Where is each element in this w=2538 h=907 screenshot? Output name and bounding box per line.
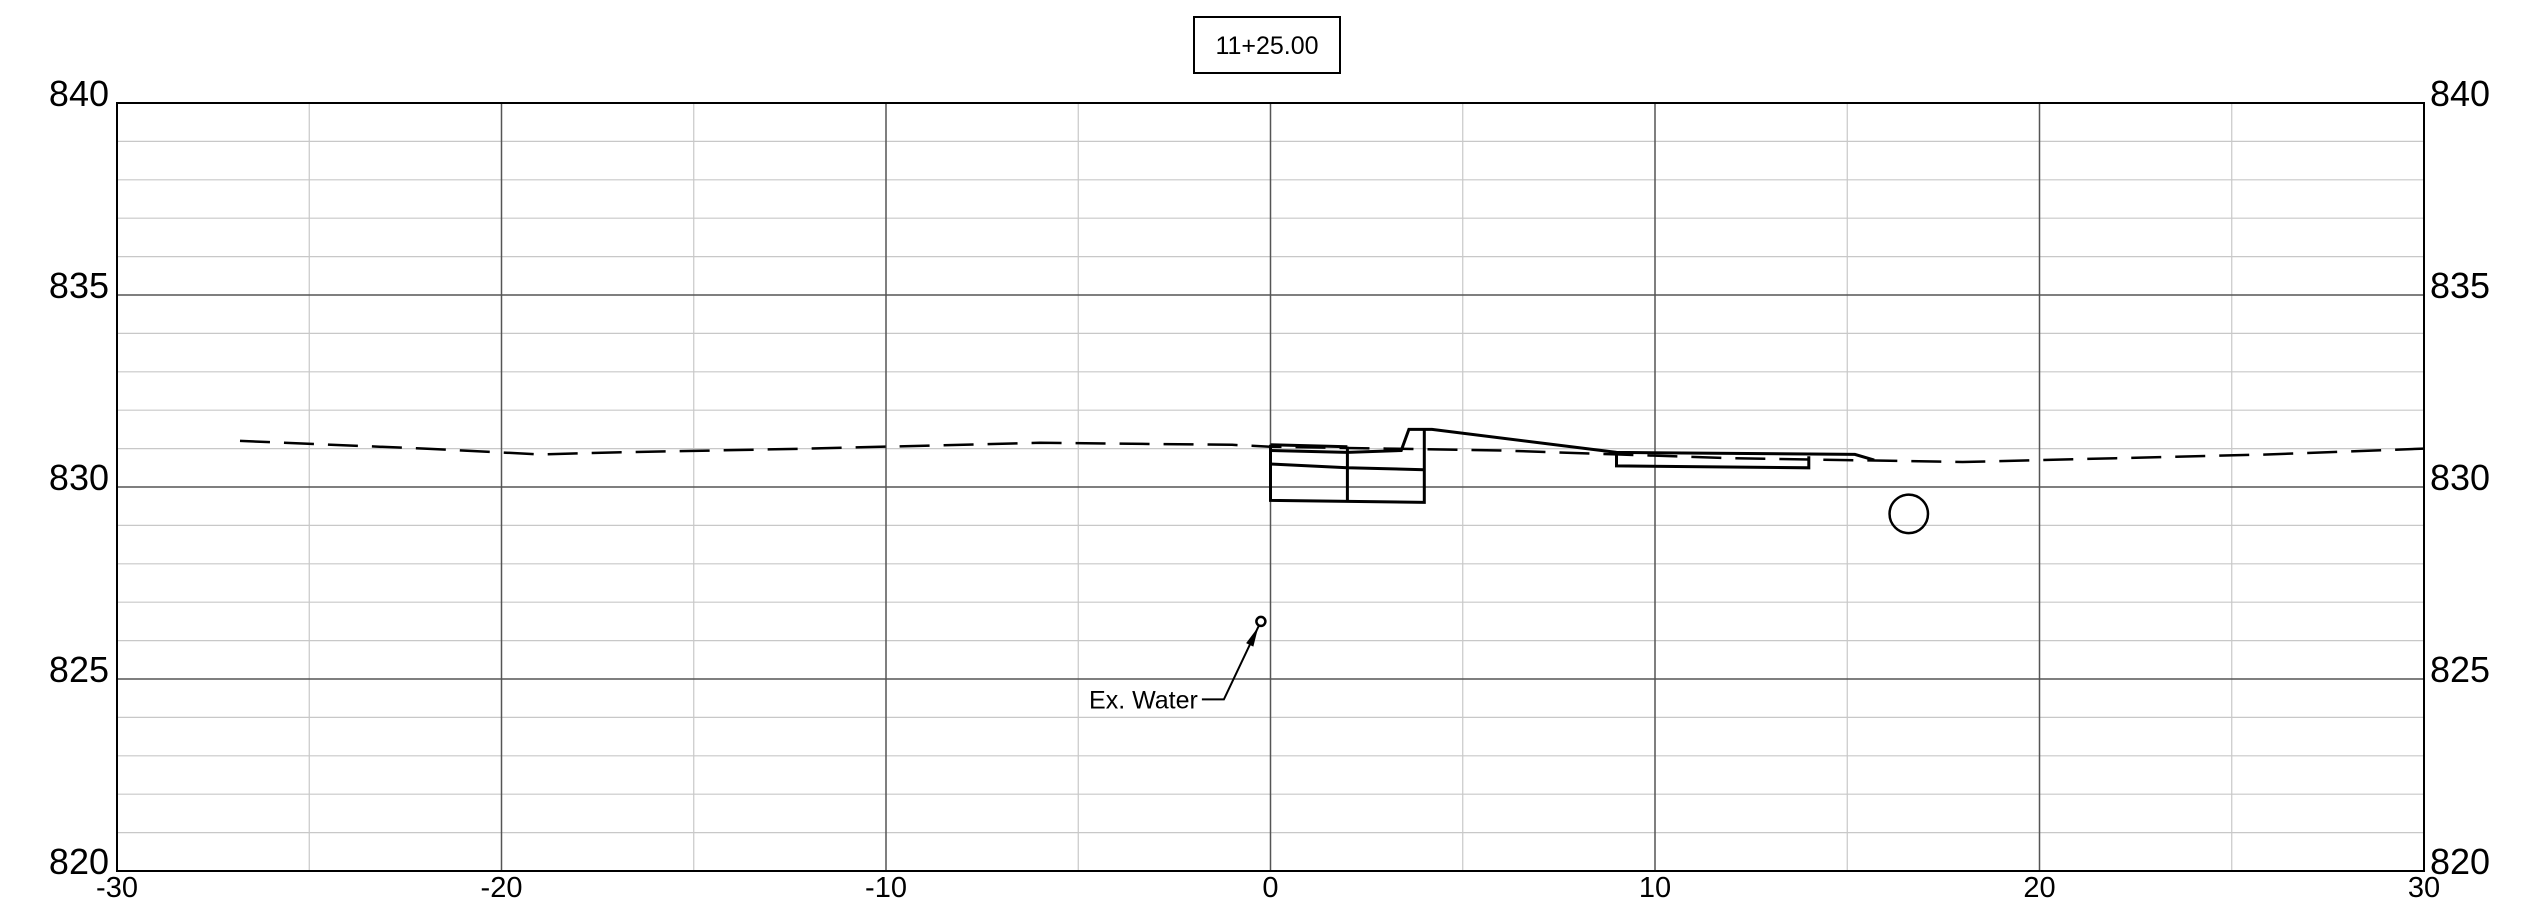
y-tick-label-left: 820 (49, 841, 109, 882)
x-axis-labels: -30 -20 -10 0 10 20 30 (96, 872, 2440, 904)
existing-ground-line (239, 439, 2425, 464)
callout-label: Ex. Water (1089, 686, 1198, 714)
station-box: 11+25.00 (1193, 16, 1341, 74)
pipe-layer (1888, 493, 1930, 535)
x-tick-label: 20 (2023, 872, 2055, 904)
x-tick-label: 0 (1262, 872, 1278, 904)
y-axis-left-labels: 820 825 830 835 840 (49, 73, 109, 882)
y-tick-label-right: 830 (2430, 457, 2490, 498)
x-tick-label: -30 (96, 872, 138, 904)
proposed-structure-line (1270, 443, 1348, 449)
station-box-frame (1193, 16, 1341, 74)
y-axis-right-labels: 820 825 830 835 840 (2430, 73, 2490, 882)
x-tick-label: -10 (865, 872, 907, 904)
proposed-structure-line (1615, 452, 1811, 470)
plot-frame (116, 102, 2425, 872)
x-tick-label: 10 (1639, 872, 1671, 904)
callout-arrowhead (1246, 626, 1259, 647)
station-label: 11+25.00 (1215, 32, 1318, 60)
callout-marker (1255, 615, 1267, 628)
x-tick-label: 30 (2408, 872, 2440, 904)
y-tick-label-right: 840 (2430, 73, 2490, 114)
y-tick-label-right: 825 (2430, 649, 2490, 690)
callout-leader-line (1201, 620, 1262, 701)
y-tick-label-right: 835 (2430, 265, 2490, 306)
water-callout: Ex. Water (1089, 615, 1267, 714)
pipe-circle (1888, 493, 1930, 535)
y-tick-label-left: 825 (49, 649, 109, 690)
y-tick-label-left: 830 (49, 457, 109, 498)
y-tick-label-right: 820 (2430, 841, 2490, 882)
y-tick-label-left: 835 (49, 265, 109, 306)
x-tick-label: -20 (481, 872, 523, 904)
existing-ground-layer (239, 439, 2425, 464)
y-tick-label-left: 840 (49, 73, 109, 114)
proposed-structure-layer (1269, 427, 1875, 504)
proposed-structure-line (1270, 427, 1875, 462)
